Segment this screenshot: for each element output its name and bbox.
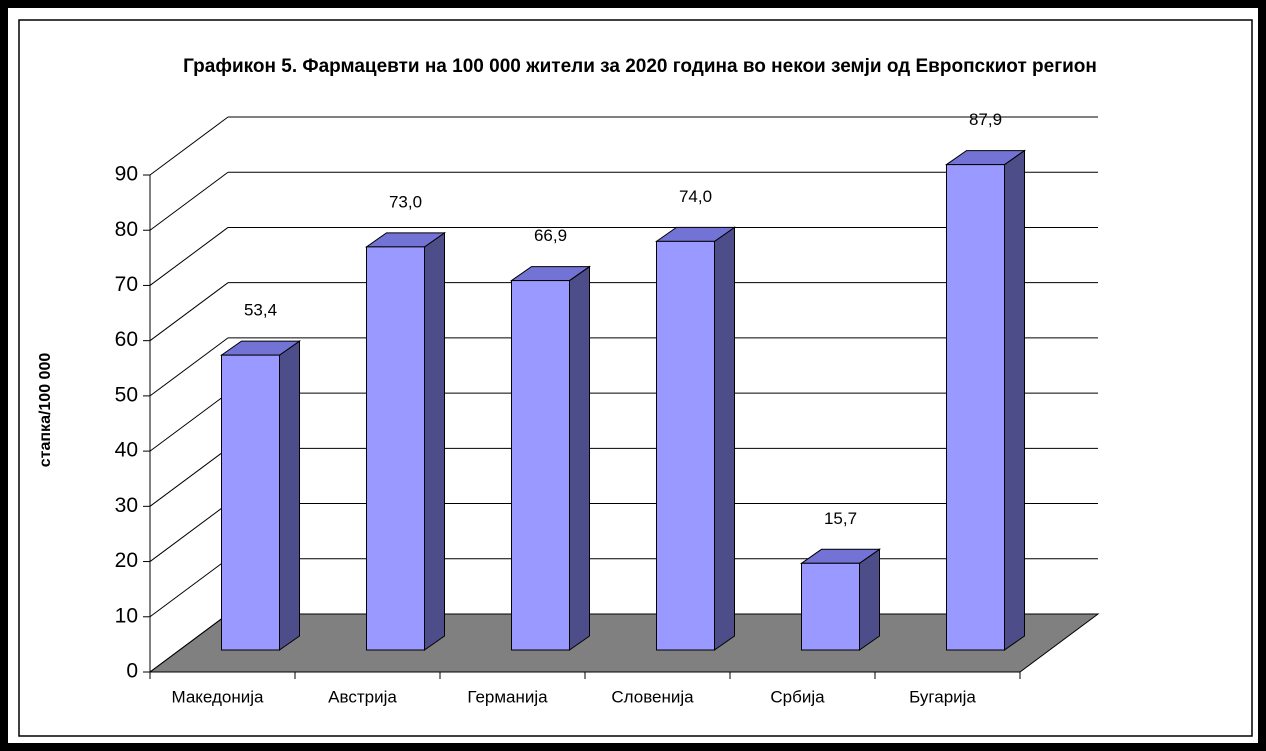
grid-line [149, 227, 229, 286]
grid-line [149, 503, 229, 562]
bar [221, 354, 280, 651]
y-tick-label: 50 [115, 383, 138, 406]
y-tick-label: 40 [115, 439, 138, 462]
y-axis-label: стапка/100 000 [37, 353, 54, 468]
grid-line [149, 392, 229, 452]
bar [366, 246, 425, 651]
grid-line [149, 171, 229, 231]
bar-side [424, 231, 445, 651]
bar-side [714, 226, 735, 651]
x-tick-label: Србија [770, 687, 825, 706]
grid-line [149, 337, 229, 397]
bar [656, 240, 715, 651]
bar-side [279, 340, 300, 651]
grid-line [149, 282, 229, 342]
bar-side [569, 265, 590, 651]
y-tick-label: 70 [115, 273, 138, 296]
x-tick-label: Германија [467, 687, 548, 706]
grid-line [149, 613, 229, 673]
data-label: 87,9 [969, 110, 1002, 129]
grid-line [149, 447, 229, 507]
chart-title: Графикон 5. Фармацевти на 100 000 жители… [183, 56, 1097, 77]
bar [946, 164, 1005, 651]
grid-line [149, 116, 229, 176]
x-tick-label: Македонија [171, 687, 264, 706]
y-tick-label: 10 [115, 604, 138, 627]
y-tick-label: 90 [115, 163, 138, 186]
y-tick-label: 80 [115, 218, 138, 241]
bar-side [1004, 149, 1025, 651]
bar [801, 562, 860, 651]
y-tick-label: 30 [115, 494, 138, 517]
bar-side [859, 548, 880, 651]
y-tick-label: 0 [126, 660, 138, 683]
data-label: 53,4 [244, 301, 277, 320]
data-label: 73,0 [389, 192, 422, 211]
data-label: 15,7 [824, 509, 857, 528]
y-tick-label: 60 [115, 328, 138, 351]
x-tick-label: Словенија [611, 687, 694, 706]
chart-frame [18, 19, 1253, 737]
grid-line [149, 558, 229, 618]
y-tick-label: 20 [115, 549, 138, 572]
bar [511, 280, 570, 651]
data-label: 74,0 [679, 187, 712, 206]
x-tick-label: Австрија [328, 687, 397, 706]
data-label: 66,9 [534, 226, 567, 245]
x-tick-label: Бугарија [909, 687, 976, 706]
